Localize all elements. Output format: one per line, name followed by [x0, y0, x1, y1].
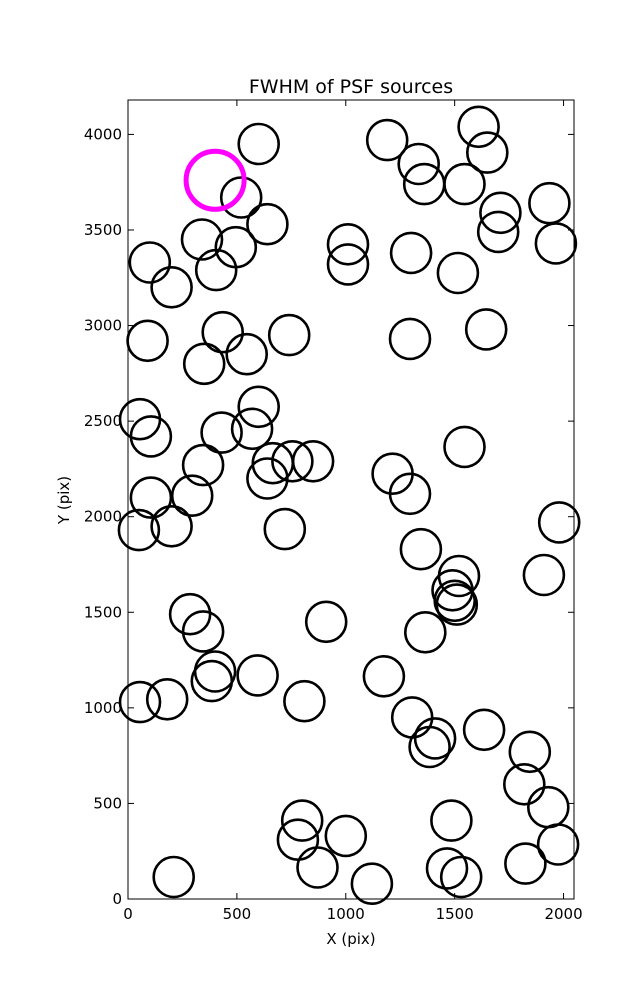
- psf-source-circle: [443, 425, 486, 469]
- psf-source-circle: [462, 708, 506, 752]
- axis-ticks: 0 500 1000 1500 2000 0 500 1000 1500 2000 2500 3000…: [84, 100, 583, 923]
- psf-source-circle: [502, 762, 546, 806]
- psf-source-circle: [237, 385, 281, 429]
- y-tick-label: 3000: [84, 317, 122, 335]
- psf-source-circle: [304, 600, 348, 644]
- psf-source-circle: [536, 823, 580, 866]
- y-tick-label: 500: [93, 794, 122, 812]
- psf-source-circle: [504, 842, 547, 885]
- psf-source-circle: [413, 717, 457, 760]
- psf-source-circle: [168, 592, 212, 636]
- psf-source-circle: [433, 579, 477, 623]
- psf-source-circle: [365, 118, 409, 162]
- psf-source-circle: [326, 223, 370, 266]
- psf-source-circle: [479, 191, 522, 235]
- x-tick-label: 500: [223, 905, 252, 923]
- y-axis-label: Y (pix): [55, 476, 73, 525]
- y-tick-label: 1500: [84, 603, 122, 621]
- psf-source-circle: [246, 457, 289, 500]
- psf-source-circle: [180, 218, 224, 261]
- psf-source-circle: [296, 846, 339, 889]
- psf-source-circle: [388, 472, 432, 516]
- psf-source-circle: [117, 508, 161, 552]
- psf-source-circle: [280, 799, 324, 842]
- psf-source-circle: [350, 862, 394, 906]
- chart-title: FWHM of PSF sources: [249, 76, 453, 98]
- psf-source-circle: [230, 407, 274, 451]
- highlight-source-circle: [183, 148, 247, 212]
- psf-source-circle: [152, 855, 195, 899]
- psf-source-circle: [263, 507, 307, 551]
- x-tick-label: 1000: [327, 905, 365, 923]
- psf-source-circle: [388, 317, 432, 361]
- psf-source-circle: [324, 814, 368, 858]
- y-tick-label: 2000: [84, 508, 122, 526]
- psf-source-circle: [430, 799, 473, 842]
- psf-source-circle: [291, 439, 335, 483]
- psf-source-circle: [246, 202, 289, 246]
- psf-source-circle: [283, 679, 326, 723]
- y-tick-label: 2500: [84, 412, 122, 430]
- y-tick-label: 1000: [84, 699, 122, 717]
- psf-source-circle: [201, 310, 244, 354]
- psf-source-circle: [128, 241, 172, 284]
- psf-source-circle: [170, 474, 214, 518]
- psf-source-circle: [476, 210, 520, 254]
- psf-source-circle: [118, 680, 162, 724]
- psf-source-circle: [194, 248, 238, 292]
- psf-source-circle: [200, 411, 243, 454]
- x-tick-label: 0: [123, 905, 133, 923]
- y-tick-label: 0: [112, 890, 122, 908]
- y-tick-label: 3500: [84, 221, 122, 239]
- psf-source-circle: [182, 342, 226, 386]
- psf-source-circle: [408, 725, 451, 769]
- psf-source-circle: [181, 443, 225, 487]
- x-tick-label: 2000: [544, 905, 582, 923]
- psf-source-circle: [435, 583, 479, 626]
- y-tick-label: 4000: [84, 125, 122, 143]
- psf-source-circle: [464, 308, 508, 351]
- psf-source-circle: [425, 847, 469, 890]
- psf-source-circle: [326, 243, 370, 286]
- psf-source-circle: [436, 251, 480, 295]
- psf-source-circle: [129, 476, 173, 519]
- x-tick-label: 1500: [436, 905, 474, 923]
- psf-source-circle: [237, 122, 281, 166]
- psf-source-circle: [150, 504, 193, 548]
- psf-source-circle: [399, 527, 443, 571]
- psf-source-circle: [457, 105, 500, 149]
- psf-source-circle: [267, 313, 311, 357]
- psf-source-circle: [225, 332, 268, 376]
- psf-source-circle: [439, 855, 483, 899]
- psf-source-circle: [465, 131, 509, 174]
- psf-source-circle: [236, 654, 279, 697]
- psf-source-circle: [403, 610, 447, 654]
- psf-source-circle: [389, 231, 433, 275]
- plot-frame: [127, 99, 575, 900]
- psf-source-circle: [522, 553, 566, 597]
- psf-source-circle: [129, 415, 173, 458]
- psf-source-circle: [181, 610, 225, 653]
- psf-source-circle: [219, 176, 263, 219]
- psf-source-circle: [271, 439, 314, 483]
- psf-source-circle: [397, 142, 441, 186]
- psf-source-circle: [362, 654, 406, 698]
- psf-source-circle: [534, 222, 578, 265]
- psf-source-circle: [190, 659, 234, 703]
- psf-source-circle: [145, 677, 189, 721]
- psf-source-circle: [150, 265, 193, 309]
- x-axis-label: X (pix): [326, 930, 375, 948]
- psf-source-circle: [508, 730, 552, 774]
- psf-source-circle: [443, 162, 486, 206]
- data-marks: [117, 105, 581, 906]
- psf-source-circle: [537, 501, 581, 544]
